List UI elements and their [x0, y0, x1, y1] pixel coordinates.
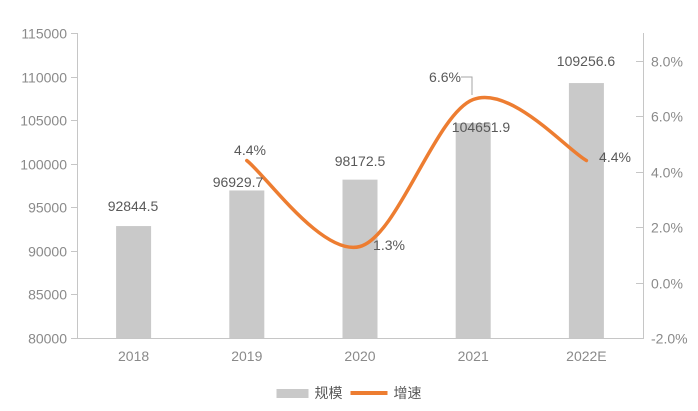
- bar-value-label: 98172.5: [335, 153, 386, 169]
- legend-series-name-line: 增速: [393, 385, 422, 401]
- right-axis-tick-label: 2.0%: [651, 220, 683, 236]
- bar-2020: [342, 179, 378, 338]
- chart-legend: 规模 增速: [276, 385, 430, 401]
- left-axis-tick-label: 110000: [21, 70, 67, 86]
- growth-value-label: 6.6%: [429, 69, 461, 85]
- legend-line-swatch: [350, 391, 388, 395]
- right-axis-tick-label: 0.0%: [651, 276, 683, 292]
- right-axis-tick-label: 8.0%: [651, 54, 683, 70]
- growth-value-label: 4.4%: [599, 149, 631, 165]
- growth-value-label: 4.4%: [234, 142, 266, 158]
- right-axis-tick-label: -2.0%: [651, 331, 688, 347]
- bar-value-label: 104651.9: [452, 119, 511, 135]
- left-axis-tick-label: 100000: [20, 157, 67, 173]
- x-axis-category-label: 2019: [231, 348, 262, 364]
- bar-2018: [116, 226, 152, 338]
- bar-2021: [455, 123, 491, 338]
- x-axis-category-label: 2022E: [566, 348, 606, 364]
- legend-bar-swatch: [276, 388, 309, 398]
- left-axis-tick-label: 105000: [20, 113, 67, 129]
- growth-line: [245, 95, 589, 250]
- bar-2022E: [568, 83, 604, 339]
- legend-series-name-bar: 规模: [314, 385, 343, 401]
- x-axis-category-label: 2020: [344, 348, 375, 364]
- bar-value-label: 92844.5: [108, 198, 159, 214]
- label-leader-line: [461, 76, 473, 95]
- bar-2019: [229, 190, 265, 338]
- x-axis-category-label: 2018: [118, 348, 149, 364]
- x-axis-category-label: 2021: [458, 348, 489, 364]
- right-axis-tick-label: 6.0%: [651, 109, 683, 125]
- left-axis-tick-label: 90000: [28, 244, 67, 260]
- bar-value-label: 109256.6: [557, 53, 616, 69]
- bar-value-label: 96929.7: [213, 174, 264, 190]
- left-axis-tick-label: 95000: [28, 200, 67, 216]
- growth-value-label: 1.3%: [373, 237, 405, 253]
- left-axis-tick-label: 115000: [21, 26, 67, 42]
- right-axis-tick-label: 4.0%: [651, 165, 683, 181]
- left-axis-tick-label: 85000: [28, 287, 67, 303]
- left-axis-tick-label: 80000: [28, 331, 67, 347]
